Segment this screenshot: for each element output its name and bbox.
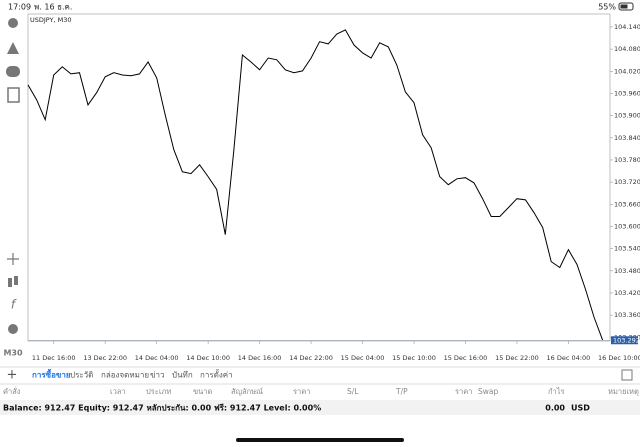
panel-toggle[interactable] (621, 369, 633, 381)
y-tick-label: 103.900 (614, 112, 640, 120)
x-tick-label: 16 Dec 04:00 (547, 354, 591, 362)
tab[interactable]: ประวัติ (70, 371, 93, 380)
price-tag (611, 336, 638, 345)
y-tick-label: 103.960 (614, 89, 640, 97)
column-header: ราคา (293, 387, 310, 396)
y-tick-label: 104.140 (614, 23, 640, 31)
y-tick-label: 103.600 (614, 222, 640, 230)
x-tick-label: 14 Dec 16:00 (238, 354, 282, 362)
column-header: ขนาด (193, 387, 212, 396)
tab[interactable]: ข่าว (150, 371, 164, 380)
toolbar: f (6, 18, 20, 334)
x-tick-label: 14 Dec 10:00 (186, 354, 230, 362)
x-tick-label: 14 Dec 04:00 (135, 354, 179, 362)
price-tag-label: 103.292 (613, 336, 640, 344)
tab[interactable]: การซื้อขาย (32, 369, 71, 380)
column-header: เวลา (110, 387, 126, 396)
total-profit: 0.00 (545, 404, 565, 413)
x-tick-label: 13 Dec 22:00 (83, 354, 127, 362)
column-header: กำไร (548, 387, 565, 396)
column-header: Swap (478, 387, 498, 396)
column-header: S/L (347, 387, 359, 396)
column-header: สัญลักษณ์ (231, 387, 263, 396)
y-tick-label: 103.360 (614, 311, 640, 319)
y-tick-label: 103.720 (614, 178, 640, 186)
y-tick-label: 103.660 (614, 200, 640, 208)
chat-icon[interactable] (6, 66, 20, 77)
plot-frame (27, 13, 611, 342)
y-tick-label: 103.420 (614, 289, 640, 297)
home-indicator (236, 438, 404, 442)
account-icon[interactable] (8, 18, 18, 28)
column-header: ประเภท (146, 387, 171, 396)
y-tick-label: 103.540 (614, 245, 640, 253)
currency: USD (571, 404, 590, 413)
status-time: 17:09 (8, 3, 31, 12)
tab[interactable]: บันทึก (172, 371, 193, 380)
trade-icon[interactable] (7, 42, 19, 54)
account-summary: Balance: 912.47 Equity: 912.47 หลักประกั… (3, 403, 321, 413)
crosshair-icon[interactable] (7, 253, 19, 265)
indicators-icon[interactable]: f (11, 298, 17, 312)
chart-type-icon-b[interactable] (14, 276, 18, 285)
x-tick-label: 14 Dec 22:00 (289, 354, 333, 362)
x-tick-label: 15 Dec 22:00 (495, 354, 539, 362)
column-header: ราคา (455, 387, 472, 396)
x-tick-label: 15 Dec 16:00 (444, 354, 488, 362)
x-tick-label: 15 Dec 04:00 (341, 354, 385, 362)
column-header: T/P (395, 387, 408, 396)
column-header: หมายเหตุ (608, 387, 639, 396)
new-order-icon[interactable] (7, 87, 20, 103)
y-tick-label: 104.080 (614, 45, 640, 53)
chart-type-icon[interactable] (8, 278, 12, 287)
x-tick-label: 11 Dec 16:00 (32, 354, 76, 362)
timeframe-button[interactable]: M30 (3, 349, 23, 358)
battery-icon (618, 2, 634, 11)
tab[interactable]: การตั้งค่า (200, 369, 233, 380)
tab[interactable]: กล่องจดหมาย (101, 371, 149, 380)
battery-fill (620, 4, 628, 9)
y-tick-label: 104.020 (614, 67, 640, 75)
status-date: พ. 16 ธ.ค. (34, 3, 72, 12)
y-tick-label: 103.840 (614, 134, 640, 142)
balance-row (0, 400, 640, 415)
chart-symbol: USDJPY, M30 (30, 16, 72, 24)
objects-icon[interactable] (8, 324, 18, 334)
x-tick-label: 16 Dec 10:00 (598, 354, 640, 362)
y-tick-label: 103.480 (614, 267, 640, 275)
price-line (27, 29, 604, 341)
column-header: คำสั่ง (3, 386, 21, 396)
x-tick-label: 15 Dec 10:00 (392, 354, 436, 362)
y-tick-label: 103.780 (614, 156, 640, 164)
add-button[interactable]: + (7, 368, 18, 383)
battery-level: 55% (598, 3, 616, 12)
